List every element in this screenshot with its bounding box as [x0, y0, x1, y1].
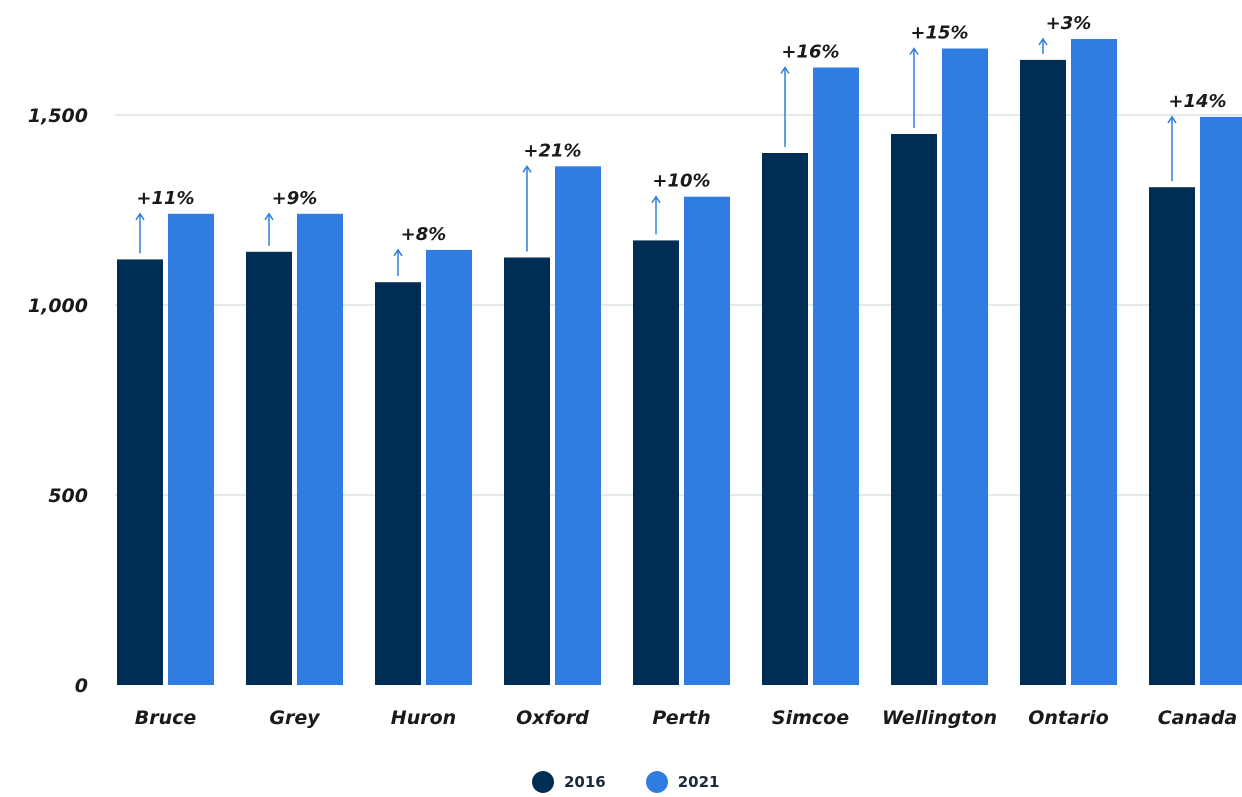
bar-2021-wellington[interactable]: [942, 48, 988, 686]
bar-2021-oxford[interactable]: [555, 166, 601, 686]
legend-label-2016: 2016: [564, 773, 606, 791]
bar-2016-perth[interactable]: [633, 240, 679, 685]
growth-label: +9%: [272, 188, 318, 209]
growth-arrow-head: [1167, 115, 1177, 124]
x-tick-label: Simcoe: [772, 707, 849, 729]
growth-label: +10%: [652, 171, 710, 192]
bar-2021-perth[interactable]: [684, 196, 730, 685]
bar-2021-ontario[interactable]: [1071, 39, 1117, 685]
x-tick-label: Ontario: [1028, 707, 1109, 729]
bar-2016-oxford[interactable]: [504, 257, 550, 686]
bar-2016-canada[interactable]: [1149, 187, 1195, 685]
growth-label: +3%: [1046, 13, 1092, 34]
growth-arrow-head: [135, 212, 145, 221]
x-axis-labels: Bruce Grey Huron Oxford Perth Simcoe Wellingto…: [135, 707, 1238, 729]
bar-2021-canada[interactable]: [1200, 116, 1242, 685]
x-tick-label: Grey: [269, 707, 321, 729]
legend: 2016 2021: [532, 771, 760, 793]
growth-arrow-head: [780, 66, 790, 74]
growth-label: +11%: [136, 188, 194, 209]
y-tick-label: 0: [75, 675, 88, 697]
growth-label: +21%: [523, 140, 581, 161]
y-tick-label: 500: [48, 485, 88, 507]
growth-arrow-head: [651, 195, 661, 204]
growth-label: +16%: [781, 42, 839, 63]
legend-item-2016[interactable]: 2016: [532, 771, 606, 793]
legend-marker-2016: [532, 771, 554, 793]
x-tick-label: Wellington: [882, 707, 997, 729]
growth-annotations: +11% +9% +8% +21% +10% +16% +15% +3% +14%: [135, 13, 1227, 277]
bar-2021-simcoe[interactable]: [813, 67, 859, 686]
x-tick-label: Canada: [1158, 707, 1238, 729]
growth-label: +8%: [401, 224, 447, 245]
x-tick-label: Bruce: [135, 707, 197, 729]
bar-2016-simcoe[interactable]: [762, 153, 808, 685]
growth-arrow-head: [522, 164, 532, 173]
bars: [117, 39, 1242, 686]
bar-2021-huron[interactable]: [426, 249, 472, 685]
x-tick-label: Oxford: [516, 707, 589, 729]
bar-2016-huron[interactable]: [375, 282, 421, 685]
growth-label: +15%: [910, 23, 968, 44]
bar-2021-bruce[interactable]: [168, 213, 214, 686]
growth-arrow-head: [393, 248, 403, 257]
bar-2016-ontario[interactable]: [1020, 59, 1066, 685]
y-axis-ticks: 0 500 1,000 1,500: [28, 105, 88, 697]
bar-2021-grey[interactable]: [297, 213, 343, 686]
growth-arrow-head: [1038, 37, 1048, 46]
x-tick-label: Huron: [391, 707, 456, 729]
growth-arrow-head: [909, 47, 919, 55]
legend-marker-2021: [645, 771, 668, 793]
y-tick-label: 1,000: [28, 295, 88, 317]
bar-2016-wellington[interactable]: [891, 134, 937, 685]
growth-label: +14%: [1168, 91, 1226, 112]
y-tick-label: 1,500: [28, 105, 88, 127]
bar-2016-grey[interactable]: [246, 251, 292, 686]
growth-arrow-head: [264, 212, 274, 221]
legend-label-2021: 2021: [677, 773, 720, 791]
bar-2016-bruce[interactable]: [117, 259, 163, 685]
legend-item-2021[interactable]: 2021: [645, 771, 720, 793]
x-tick-label: Perth: [652, 707, 710, 729]
